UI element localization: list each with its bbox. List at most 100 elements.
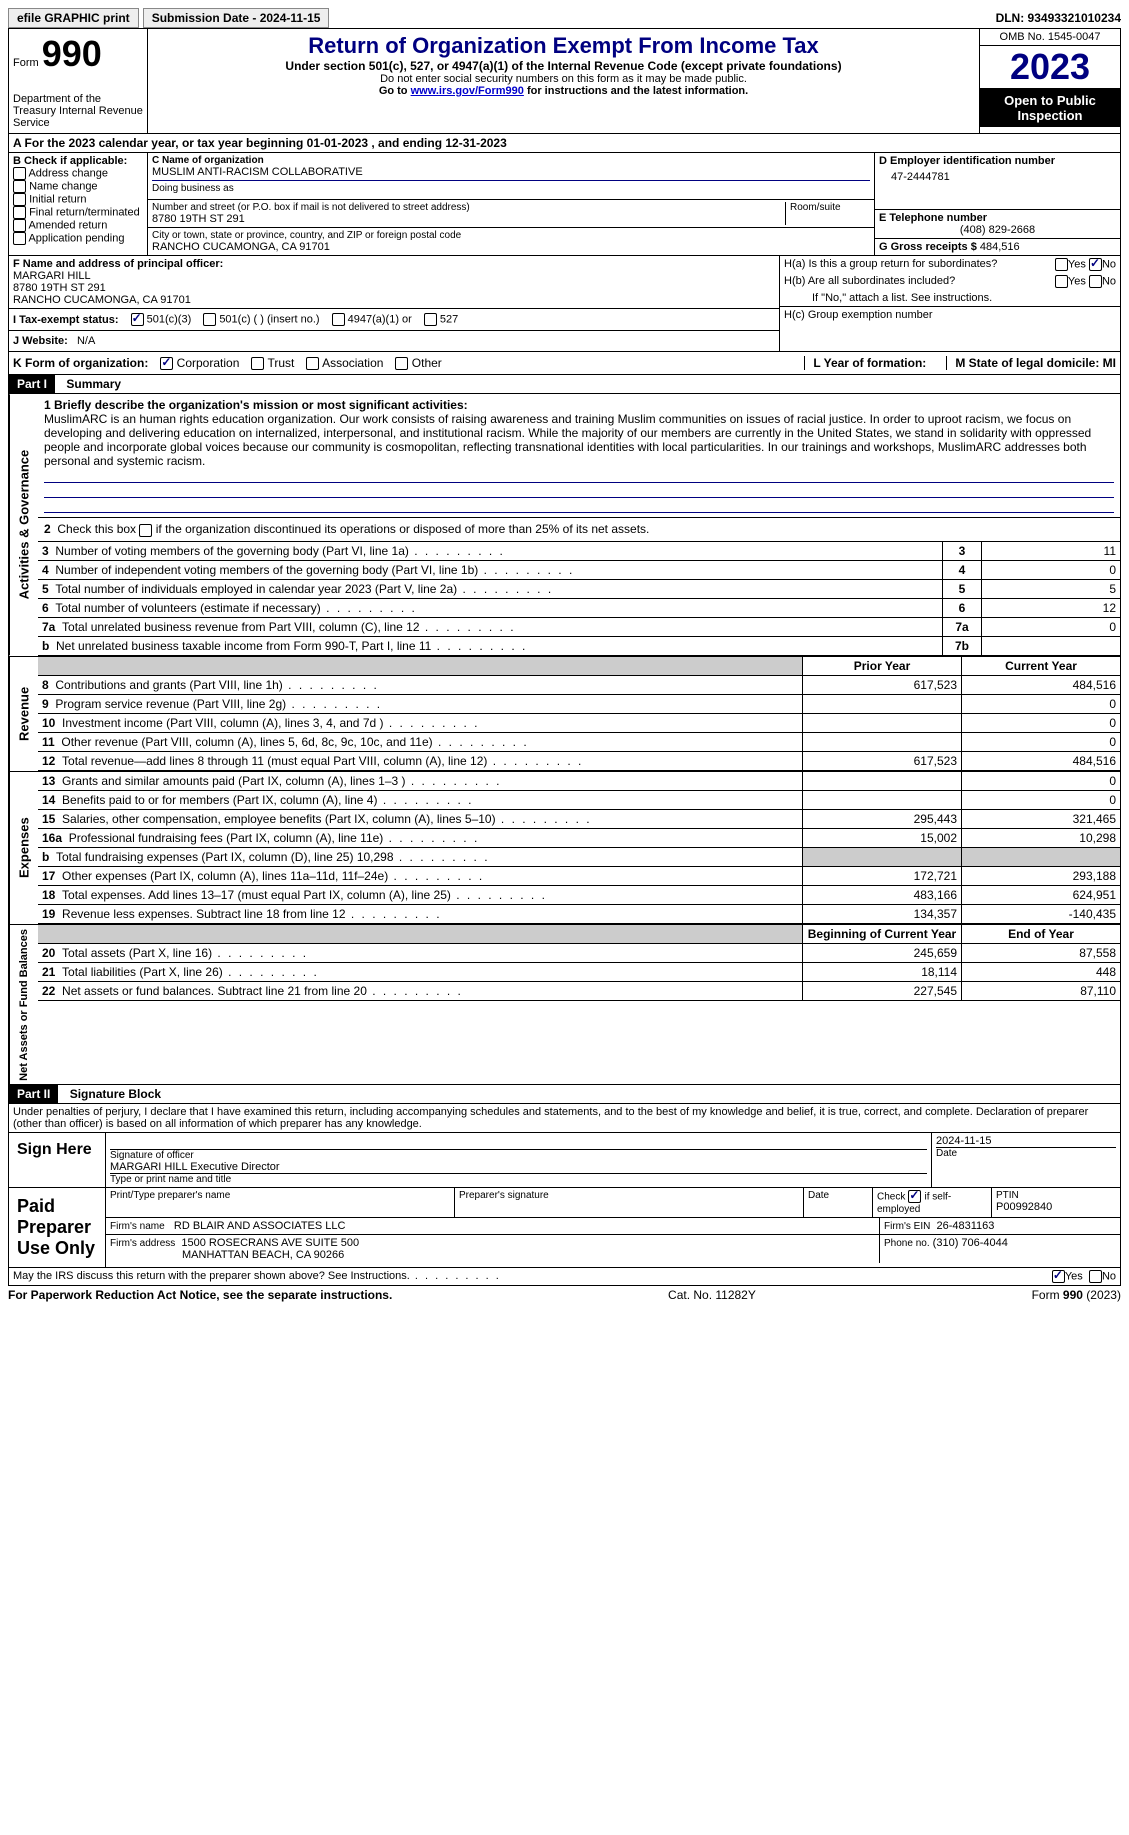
checkbox-hb-no[interactable] bbox=[1089, 275, 1102, 288]
prep-h3: Date bbox=[808, 1190, 868, 1201]
table-row: 9 Program service revenue (Part VIII, li… bbox=[38, 694, 1120, 713]
prior-value: 617,523 bbox=[803, 675, 962, 694]
checkbox-selfemp[interactable] bbox=[908, 1190, 921, 1203]
org-name: MUSLIM ANTI-RACISM COLLABORATIVE bbox=[152, 166, 870, 178]
k-opt: Trust bbox=[251, 356, 294, 370]
no-label: No bbox=[1102, 1271, 1116, 1283]
revenue-section: Revenue Prior YearCurrent Year8 Contribu… bbox=[8, 657, 1121, 772]
line-desc: 7a Total unrelated business revenue from… bbox=[38, 617, 943, 636]
b-item: Amended return bbox=[13, 219, 143, 232]
opt-label: Association bbox=[322, 356, 383, 370]
current-value: -140,435 bbox=[962, 904, 1121, 923]
header-right: OMB No. 1545-0047 2023 Open to Public In… bbox=[979, 29, 1120, 133]
checkbox-other[interactable] bbox=[395, 357, 408, 370]
line-value bbox=[982, 636, 1121, 655]
checkbox-corp[interactable] bbox=[160, 357, 173, 370]
prior-value bbox=[803, 772, 962, 791]
submission-button[interactable]: Submission Date - 2024-11-15 bbox=[143, 8, 330, 28]
col-header: Beginning of Current Year bbox=[803, 925, 962, 944]
vert-expenses: Expenses bbox=[9, 772, 38, 924]
officer-cell: F Name and address of principal officer:… bbox=[9, 256, 779, 309]
hc-row: H(c) Group exemption number bbox=[780, 306, 1120, 323]
f-label: F Name and address of principal officer: bbox=[13, 258, 775, 270]
b-item: Application pending bbox=[13, 232, 143, 245]
checkbox-discuss-no[interactable] bbox=[1089, 1270, 1102, 1283]
checkbox-4947[interactable] bbox=[332, 313, 345, 326]
status-opt: 527 bbox=[424, 313, 458, 326]
type-name-label: Type or print name and title bbox=[110, 1173, 927, 1185]
opt-label: 501(c)(3) bbox=[147, 313, 192, 325]
expenses-section: Expenses 13 Grants and similar amounts p… bbox=[8, 772, 1121, 925]
hb-label: H(b) Are all subordinates included? bbox=[784, 275, 1055, 288]
line-desc: 16a Professional fundraising fees (Part … bbox=[38, 828, 803, 847]
checkbox-initial[interactable] bbox=[13, 193, 26, 206]
b-item-label: Initial return bbox=[29, 193, 86, 205]
blank-line bbox=[44, 498, 1114, 513]
checkbox-discontinued[interactable] bbox=[139, 524, 152, 537]
line-desc: 15 Salaries, other compensation, employe… bbox=[38, 809, 803, 828]
checkbox-501c3[interactable] bbox=[131, 313, 144, 326]
hb-note: If "No," attach a list. See instructions… bbox=[780, 290, 1120, 306]
officer-addr2: RANCHO CUCAMONGA, CA 91701 bbox=[13, 294, 775, 306]
checkbox-assoc[interactable] bbox=[306, 357, 319, 370]
prep-h2: Preparer's signature bbox=[459, 1190, 799, 1201]
table-row: 17 Other expenses (Part IX, column (A), … bbox=[38, 866, 1120, 885]
officer-name-title: MARGARI HILL Executive Director bbox=[110, 1161, 927, 1173]
shaded-cell bbox=[962, 847, 1121, 866]
e-label: E Telephone number bbox=[879, 212, 1116, 224]
checkbox-address[interactable] bbox=[13, 167, 26, 180]
line-desc: 18 Total expenses. Add lines 13–17 (must… bbox=[38, 885, 803, 904]
checkbox-527[interactable] bbox=[424, 313, 437, 326]
sig-officer-label: Signature of officer bbox=[110, 1150, 927, 1161]
prior-value: 134,357 bbox=[803, 904, 962, 923]
table-row: 15 Salaries, other compensation, employe… bbox=[38, 809, 1120, 828]
current-value: 321,465 bbox=[962, 809, 1121, 828]
checkbox-amended[interactable] bbox=[13, 219, 26, 232]
checkbox-501c[interactable] bbox=[203, 313, 216, 326]
current-value: 0 bbox=[962, 713, 1121, 732]
org-name-cell: C Name of organization MUSLIM ANTI-RACIS… bbox=[148, 153, 874, 200]
firm-addr-label: Firm's address bbox=[110, 1238, 175, 1249]
line2: 2 Check this box if the organization dis… bbox=[38, 518, 1120, 541]
prep-h1: Print/Type preparer's name bbox=[110, 1190, 450, 1201]
part2-header-row: Part II Signature Block bbox=[8, 1085, 1121, 1104]
line-value: 5 bbox=[982, 579, 1121, 598]
discuss-row: May the IRS discuss this return with the… bbox=[9, 1267, 1120, 1285]
checkbox-ha-yes[interactable] bbox=[1055, 258, 1068, 271]
sub2-pre: Go to bbox=[379, 85, 411, 97]
table-row: 21 Total liabilities (Part X, line 26)18… bbox=[38, 962, 1120, 981]
checkbox-discuss-yes[interactable] bbox=[1052, 1270, 1065, 1283]
part2-title: Signature Block bbox=[62, 1087, 161, 1101]
checkbox-final[interactable] bbox=[13, 206, 26, 219]
part1-header: Part I bbox=[9, 375, 55, 393]
table-row: 22 Net assets or fund balances. Subtract… bbox=[38, 981, 1120, 1000]
form-sub1: Do not enter social security numbers on … bbox=[152, 73, 975, 85]
table-row: 8 Contributions and grants (Part VIII, l… bbox=[38, 675, 1120, 694]
checkbox-trust[interactable] bbox=[251, 357, 264, 370]
line-desc: 4 Number of independent voting members o… bbox=[38, 560, 943, 579]
ein-cell: D Employer identification number 47-2444… bbox=[875, 153, 1120, 210]
prep-phone: (310) 706-4044 bbox=[933, 1237, 1008, 1249]
form-label: Form bbox=[13, 57, 39, 69]
website-value: N/A bbox=[77, 335, 95, 347]
efile-button[interactable]: efile GRAPHIC print bbox=[8, 8, 139, 28]
line-desc: 19 Revenue less expenses. Subtract line … bbox=[38, 904, 803, 923]
prior-value: 172,721 bbox=[803, 866, 962, 885]
irs-link[interactable]: www.irs.gov/Form990 bbox=[411, 85, 524, 97]
prior-value bbox=[803, 732, 962, 751]
line-desc: 14 Benefits paid to or for members (Part… bbox=[38, 790, 803, 809]
line-num: 7b bbox=[943, 636, 982, 655]
checkbox-ha-no[interactable] bbox=[1089, 258, 1102, 271]
col-header: Current Year bbox=[962, 657, 1121, 676]
preparer-row: Paid Preparer Use Only Print/Type prepar… bbox=[9, 1187, 1120, 1267]
prior-value: 617,523 bbox=[803, 751, 962, 770]
table-row: 16a Professional fundraising fees (Part … bbox=[38, 828, 1120, 847]
checkbox-hb-yes[interactable] bbox=[1055, 275, 1068, 288]
tax-year: 2023 bbox=[980, 46, 1120, 89]
checkbox-name[interactable] bbox=[13, 180, 26, 193]
prior-value bbox=[803, 694, 962, 713]
table-row: 5 Total number of individuals employed i… bbox=[38, 579, 1120, 598]
website-row: J Website: N/A bbox=[9, 331, 779, 351]
checkbox-pending[interactable] bbox=[13, 232, 26, 245]
self-emp-cell: Check if self-employed bbox=[873, 1188, 992, 1217]
